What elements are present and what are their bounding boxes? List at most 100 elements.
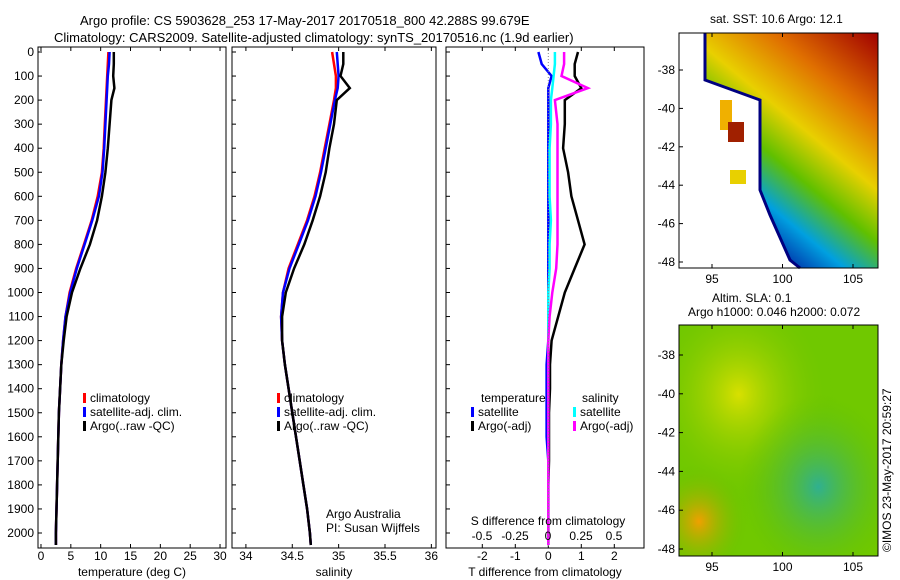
copyright: ©IMOS 23-May-2017 20:59:27: [880, 388, 894, 552]
sst-map-frame: [678, 32, 879, 269]
series-line-argo-raw-qc-: [280, 52, 352, 546]
legend-label: satellite-adj. clim.: [90, 405, 182, 419]
sla-map: -38 -40 -42 -44 -46 -48 95 100 105: [658, 324, 879, 574]
y-tick-label: 900: [14, 261, 34, 275]
x-tick-label: 35.5: [373, 549, 397, 563]
legend-label: satellite: [580, 405, 621, 419]
y-tick-label: -40: [658, 387, 676, 401]
sst-map-axes: -38 -40 -42 -44 -46 -48 95 100 105: [658, 33, 863, 286]
legend-swatch: [277, 393, 280, 403]
y-tick-label: 0: [27, 45, 34, 59]
sst-patch: [730, 170, 746, 184]
y-tick-label: 1600: [7, 430, 34, 444]
y-tick-label: 1100: [8, 310, 34, 324]
y-tick-label: 600: [14, 189, 34, 203]
x2-tick-label: -0.25: [501, 529, 529, 543]
x-axis-label: T difference from climatology: [468, 565, 622, 579]
legend-title-salinity: salinity: [582, 391, 619, 405]
legend-label: Argo(-adj): [580, 419, 633, 433]
legend-label: climatology: [90, 391, 150, 405]
legend-swatch: [277, 407, 280, 417]
y-tick-label: 800: [14, 237, 34, 251]
y-tick-label: -44: [658, 178, 676, 192]
x-tick-label: 95: [705, 272, 719, 286]
y-tick-label: 1400: [7, 382, 34, 396]
y-tick-label: -44: [658, 464, 676, 478]
x-tick-label: 100: [772, 560, 792, 574]
y-tick-label: 500: [14, 165, 34, 179]
x-tick-label: 100: [772, 272, 792, 286]
y-tick-label: 1500: [7, 406, 34, 420]
credit-pi: PI: Susan Wijffels: [326, 521, 420, 535]
y-tick-label: 1800: [7, 478, 34, 492]
sla-map-frame: [678, 324, 879, 557]
x-tick-label: 0: [545, 549, 552, 563]
x-tick-label: 34: [239, 549, 253, 563]
x2-tick-label: 0.5: [606, 529, 623, 543]
legend-label: Argo(-adj): [478, 419, 531, 433]
credit-argo-australia: Argo Australia: [326, 507, 401, 521]
x-tick-label: 0: [38, 549, 45, 563]
y-tick-label: -46: [658, 217, 676, 231]
y-tick-label: 700: [14, 213, 34, 227]
y-tick-label: 400: [14, 141, 34, 155]
legend-label: satellite-adj. clim.: [284, 405, 376, 419]
x2-tick-label: 0: [545, 529, 552, 543]
legend-label: satellite: [478, 405, 519, 419]
sla-title-2: Argo h1000: 0.046 h2000: 0.072: [688, 305, 860, 319]
legend-title-temperature: temperature: [481, 391, 546, 405]
series-line-climatology: [279, 51, 338, 546]
x2-tick-label: 0.25: [569, 529, 593, 543]
y-tick-label: -40: [658, 101, 676, 115]
legend-swatch: [573, 407, 576, 417]
legend-swatch: [83, 407, 86, 417]
x-tick-label: 105: [843, 272, 863, 286]
x-tick-label: 10: [94, 549, 108, 563]
legend-swatch: [83, 421, 86, 431]
y-tick-label: 300: [14, 117, 34, 131]
difference-panel: -2 -1 0 1 2 T difference from climatology temp…: [445, 46, 645, 579]
y-tick-label: 1200: [7, 334, 34, 348]
title-line-2: Climatology: CARS2009. Satellite-adjuste…: [54, 30, 574, 45]
legend-label: Argo(..raw -QC): [90, 419, 175, 433]
y-tick-label: -42: [658, 140, 676, 154]
y-tick-label: 200: [14, 93, 34, 107]
x-axis-label: temperature (deg C): [78, 565, 186, 579]
legend-swatch: [83, 393, 86, 403]
series-line-satellite-adj-clim-: [54, 51, 111, 545]
y-tick-label: 2000: [7, 526, 34, 540]
x-tick-label: 1: [578, 549, 585, 563]
sla-map-axes: -38 -40 -42 -44 -46 -48 95 100 105: [658, 325, 863, 574]
legend-swatch: [471, 421, 474, 431]
x-tick-label: -1: [510, 549, 521, 563]
x-axis-label: salinity: [316, 565, 353, 579]
x-tick-label: 36: [425, 549, 439, 563]
legend-swatch: [573, 421, 576, 431]
x-tick-label: 25: [184, 549, 198, 563]
legend-swatch: [471, 407, 474, 417]
plot-frame: [445, 46, 645, 549]
legend-swatch: [277, 421, 280, 431]
x-tick-label: 5: [67, 549, 74, 563]
y-tick-label: 100: [14, 69, 34, 83]
x-tick-label: 95: [705, 560, 719, 574]
x-tick-label: 35: [332, 549, 346, 563]
legend-label: Argo(..raw -QC): [284, 419, 369, 433]
sst-coast-edge: [703, 33, 801, 270]
series-line-argo-raw-qc-: [54, 52, 116, 545]
series-line-climatology: [54, 51, 110, 545]
x-tick-label: -2: [477, 549, 488, 563]
x-tick-label: 2: [611, 549, 618, 563]
salinity-panel: 34 34.5 35 35.5 36 salinity climatologysatelli…: [231, 46, 439, 579]
y-tick-label: -46: [658, 503, 676, 517]
sst-map: -38 -40 -42 -44 -46 -48 95 100 105: [658, 32, 879, 286]
sst-patch: [728, 122, 744, 142]
x-tick-label: 15: [124, 549, 138, 563]
x-tick-label: 34.5: [281, 549, 305, 563]
title-line-1: Argo profile: CS 5903628_253 17-May-2017…: [80, 13, 530, 28]
sla-peak-region: [679, 325, 878, 556]
y-tick-label: -38: [658, 348, 676, 362]
series-line-satellite-adj-clim-: [279, 51, 340, 546]
y-tick-label: -38: [658, 63, 676, 77]
